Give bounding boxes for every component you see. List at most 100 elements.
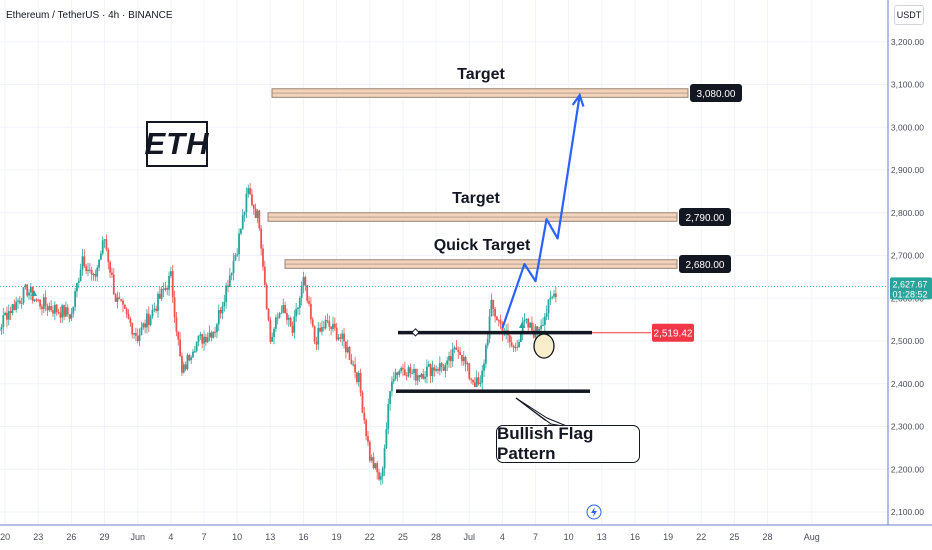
candle-body bbox=[361, 392, 364, 413]
candle-body bbox=[160, 288, 163, 299]
y-tick-label: 2,400.00 bbox=[891, 379, 924, 389]
candle-body bbox=[24, 284, 27, 288]
candle-body bbox=[227, 285, 229, 287]
candle-body bbox=[455, 347, 458, 351]
projection-path bbox=[501, 95, 581, 329]
candle-body bbox=[518, 341, 520, 348]
candle-body bbox=[508, 335, 511, 343]
price-label-box: 3,080.00 bbox=[690, 84, 742, 103]
candle-body bbox=[169, 271, 172, 276]
candle-body bbox=[481, 370, 484, 383]
candle-body bbox=[245, 193, 248, 213]
candle-body bbox=[13, 304, 16, 310]
candle-body bbox=[346, 347, 349, 353]
candle-body bbox=[514, 346, 517, 348]
candle-body bbox=[48, 306, 51, 311]
x-tick-label: 16 bbox=[298, 532, 308, 542]
y-tick-label: 2,800.00 bbox=[891, 208, 924, 218]
candle-body bbox=[182, 364, 185, 373]
candle-body bbox=[114, 294, 117, 302]
candle-body bbox=[494, 308, 496, 317]
price-label-text: 3,080.00 bbox=[697, 89, 736, 100]
candle-body bbox=[414, 369, 417, 381]
x-tick-label: Jul bbox=[463, 532, 475, 542]
candle-body bbox=[516, 346, 519, 348]
candle-body bbox=[192, 351, 194, 358]
candle-body bbox=[529, 322, 531, 328]
candle-body bbox=[322, 327, 325, 329]
candle-body bbox=[92, 274, 95, 276]
candle-body bbox=[144, 323, 146, 328]
candle-body bbox=[416, 375, 419, 381]
candle-body bbox=[424, 376, 426, 379]
price-label-box: 2,680.00 bbox=[679, 255, 731, 274]
candle-body bbox=[311, 319, 314, 327]
candle-body bbox=[457, 350, 460, 352]
candle-body bbox=[551, 296, 554, 298]
candle-body bbox=[486, 338, 489, 346]
candle-body bbox=[488, 316, 491, 339]
x-tick-label: 10 bbox=[232, 532, 242, 542]
candle-body bbox=[109, 262, 112, 273]
candle-body bbox=[538, 328, 541, 332]
candle-body bbox=[280, 312, 283, 314]
x-tick-label: 19 bbox=[663, 532, 673, 542]
candle-body bbox=[210, 332, 213, 338]
candle-body bbox=[177, 331, 180, 340]
candle-body bbox=[453, 347, 456, 349]
candle-body bbox=[262, 248, 264, 267]
candle-body bbox=[525, 318, 528, 321]
candle-body bbox=[168, 275, 170, 290]
candle-body bbox=[138, 335, 141, 342]
x-tick-label: 25 bbox=[729, 532, 739, 542]
candle-body bbox=[166, 287, 169, 290]
candle-body bbox=[313, 326, 316, 342]
currency-selector-button[interactable]: USDT bbox=[894, 5, 924, 25]
callout-tail bbox=[515, 397, 570, 428]
candle-body bbox=[306, 285, 309, 301]
candle-body bbox=[2, 315, 5, 328]
candle-body bbox=[42, 297, 45, 310]
candle-body bbox=[497, 320, 500, 322]
candle-body bbox=[98, 259, 100, 268]
candle-body bbox=[0, 327, 3, 330]
candle-body bbox=[420, 374, 423, 378]
candle-body bbox=[276, 317, 279, 319]
x-tick-label: 10 bbox=[564, 532, 574, 542]
y-tick-label: 3,200.00 bbox=[891, 37, 924, 47]
candle-body bbox=[204, 336, 207, 343]
candle-body bbox=[437, 369, 439, 371]
candle-body bbox=[72, 306, 75, 314]
candle-body bbox=[398, 370, 401, 375]
x-tick-label: Aug bbox=[804, 532, 820, 542]
candle-body bbox=[134, 333, 137, 336]
candle-body bbox=[302, 277, 305, 287]
candle-body bbox=[96, 267, 99, 277]
candle-body bbox=[444, 364, 447, 371]
candle-body bbox=[461, 354, 463, 362]
candle-body bbox=[282, 305, 285, 313]
candle-body bbox=[519, 334, 522, 342]
candle-body bbox=[22, 287, 25, 304]
bullish-flag-callout[interactable]: Bullish Flag Pattern bbox=[496, 424, 640, 463]
candle-body bbox=[300, 286, 303, 298]
candle-body bbox=[376, 463, 379, 473]
candle-body bbox=[328, 321, 331, 327]
candle-body bbox=[527, 318, 530, 328]
candle-body bbox=[258, 210, 261, 229]
candle-body bbox=[367, 436, 369, 442]
lightning-icon[interactable] bbox=[586, 504, 602, 520]
candle-body bbox=[61, 305, 64, 318]
candle-body bbox=[477, 377, 480, 385]
candle-body bbox=[17, 300, 19, 302]
candle-body bbox=[549, 297, 552, 300]
candle-body bbox=[153, 308, 156, 310]
x-tick-label: 7 bbox=[533, 532, 538, 542]
candle-body bbox=[492, 299, 495, 309]
candle-body bbox=[540, 325, 543, 329]
candle-body bbox=[173, 297, 176, 318]
candle-body bbox=[228, 275, 231, 287]
candle-body bbox=[385, 429, 388, 449]
